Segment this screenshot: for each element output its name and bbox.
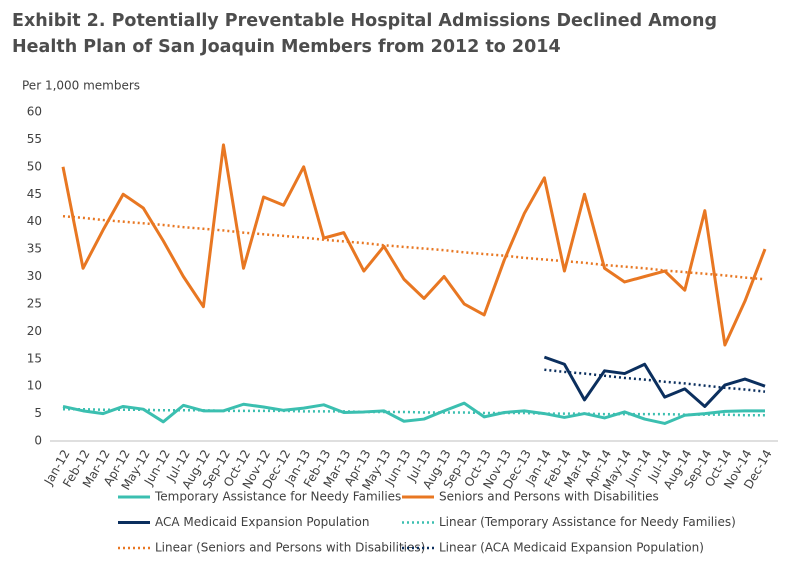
y-tick-label: 45: [27, 187, 42, 201]
series-line: [62, 401, 765, 425]
legend-label: Seniors and Persons with Disabilities: [439, 490, 659, 504]
y-tick-label: 25: [27, 296, 42, 310]
y-tick-label: 15: [27, 351, 42, 365]
legend-label: ACA Medicaid Expansion Population: [155, 515, 369, 529]
trend-line: [544, 368, 766, 393]
legend-label: Linear (Temporary Assistance for Needy F…: [439, 515, 736, 529]
y-tick-label: 10: [27, 379, 42, 393]
y-tick-label: 30: [27, 269, 42, 283]
legend-label: Temporary Assistance for Needy Families: [154, 490, 401, 504]
legend-label: Linear (ACA Medicaid Expansion Populatio…: [439, 541, 704, 555]
y-tick-label: 60: [27, 105, 42, 119]
chart-title: Exhibit 2. Potentially Preventable Hospi…: [12, 11, 718, 57]
legend-label: Linear (Seniors and Persons with Disabil…: [155, 541, 425, 555]
y-axis-label: Per 1,000 members: [22, 79, 140, 93]
y-tick-label: 20: [27, 324, 42, 338]
y-tick-label: 55: [27, 132, 42, 146]
y-tick-label: 5: [34, 406, 42, 420]
y-tick-label: 50: [27, 159, 42, 173]
y-tick-label: 0: [34, 434, 42, 448]
series-line: [61, 143, 767, 347]
y-tick-label: 35: [27, 242, 42, 256]
trend-line: [63, 407, 765, 417]
y-tick-label: 40: [27, 214, 42, 228]
